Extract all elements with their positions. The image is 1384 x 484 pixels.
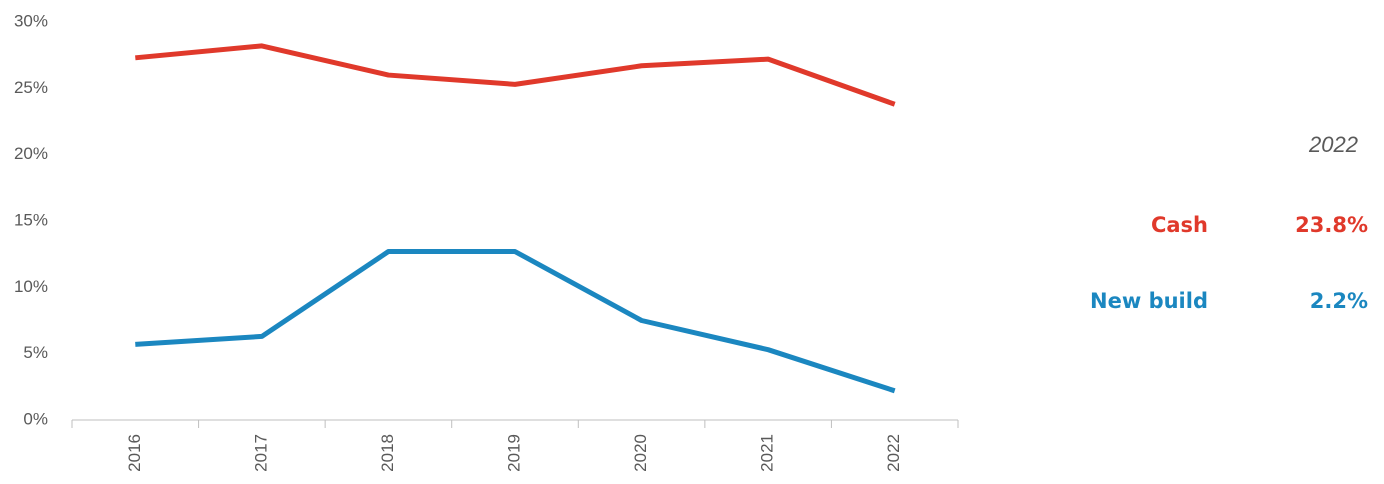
y-tick-label: 10% [14,277,48,296]
x-tick-label: 2022 [884,434,903,472]
y-tick-label: 15% [14,210,48,229]
y-tick-label: 20% [14,144,48,163]
y-tick-label: 25% [14,78,48,97]
panel-value-label: 23.8% [1295,213,1368,237]
y-tick-label: 5% [23,343,48,362]
panel-series-name: Cash [1151,213,1208,237]
x-tick-label: 2017 [251,434,270,472]
panel-title: 2022 [1308,132,1358,157]
series-line [135,43,896,107]
series-line [135,249,896,394]
panel-value-label: 2.2% [1310,289,1368,313]
x-tick-label: 2021 [758,434,777,472]
y-tick-label: 30% [14,11,48,30]
y-tick-label: 0% [23,409,48,428]
x-tick-label: 2019 [504,434,523,472]
x-tick-label: 2020 [631,434,650,472]
x-tick-label: 2016 [125,434,144,472]
x-tick-label: 2018 [378,434,397,472]
panel-series-name: New build [1090,289,1208,313]
